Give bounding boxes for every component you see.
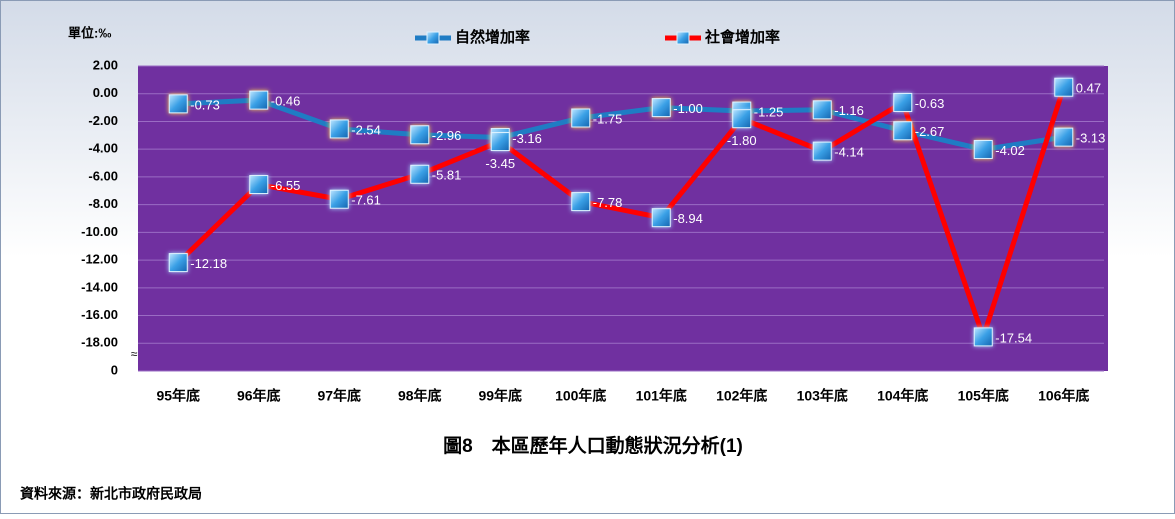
axis-mask bbox=[66, 361, 110, 383]
legend-label: 自然增加率 bbox=[455, 28, 530, 46]
data-label: -3.16 bbox=[512, 131, 542, 146]
data-label: -4.02 bbox=[995, 143, 1025, 158]
marker bbox=[973, 139, 993, 159]
lines bbox=[176, 86, 1067, 340]
y-tick-label: -8.00 bbox=[88, 196, 118, 211]
data-label: -1.00 bbox=[673, 101, 703, 116]
y-tick-label: -14.00 bbox=[81, 279, 118, 294]
marker bbox=[1054, 127, 1074, 147]
data-label: -1.75 bbox=[593, 111, 623, 126]
data-label: -0.46 bbox=[271, 94, 301, 109]
marker bbox=[973, 327, 993, 347]
data-label: -2.54 bbox=[351, 122, 381, 137]
data-label: -1.80 bbox=[727, 133, 757, 148]
data-label: -1.16 bbox=[834, 103, 864, 118]
y-tick-label: -12.00 bbox=[81, 252, 118, 267]
data-label: -17.54 bbox=[995, 330, 1032, 345]
x-tick-label: 98年底 bbox=[398, 388, 442, 404]
marker bbox=[329, 189, 349, 209]
data-label: -1.25 bbox=[754, 104, 784, 119]
marker bbox=[893, 121, 913, 141]
x-tick-label: 95年底 bbox=[156, 388, 200, 404]
marker bbox=[812, 141, 832, 161]
axis-break: ≈ bbox=[131, 347, 138, 361]
x-tick-label: 100年底 bbox=[555, 388, 606, 404]
marker bbox=[812, 100, 832, 120]
x-tick-label: 97年底 bbox=[317, 388, 361, 404]
y-tick-label: -2.00 bbox=[88, 113, 118, 128]
marker bbox=[410, 125, 430, 145]
data-label: -2.96 bbox=[432, 128, 462, 143]
x-tick-label: 99年底 bbox=[478, 388, 522, 404]
data-label: -2.67 bbox=[915, 124, 945, 139]
y-tick-label: -18.00 bbox=[81, 335, 118, 350]
markers bbox=[168, 77, 1074, 347]
marker bbox=[249, 90, 269, 110]
x-tick-label: 103年底 bbox=[797, 388, 848, 404]
marker bbox=[732, 109, 752, 129]
data-label: -8.94 bbox=[673, 211, 703, 226]
marker bbox=[490, 132, 510, 152]
marker bbox=[1054, 77, 1074, 97]
marker bbox=[249, 175, 269, 195]
y-tick-label: -16.00 bbox=[81, 307, 118, 322]
data-label: -7.61 bbox=[351, 193, 381, 208]
chart-title: 圖8 本區歷年人口動態狀況分析(1) bbox=[443, 434, 743, 457]
marker bbox=[571, 192, 591, 212]
y-tick-label: -6.00 bbox=[88, 168, 118, 183]
data-label: 0.47 bbox=[1076, 81, 1101, 96]
data-label: -3.13 bbox=[1076, 131, 1106, 146]
data-label: -4.14 bbox=[834, 145, 864, 160]
legend-marker bbox=[426, 31, 440, 45]
marker bbox=[329, 119, 349, 139]
x-tick-label: 106年底 bbox=[1038, 388, 1089, 404]
marker bbox=[571, 108, 591, 128]
data-label: -12.18 bbox=[190, 256, 227, 271]
data-label: -5.81 bbox=[432, 168, 462, 183]
marker bbox=[168, 94, 188, 114]
grid bbox=[138, 65, 1104, 372]
x-tick-label: 105年底 bbox=[958, 388, 1009, 404]
data-label: -0.63 bbox=[915, 96, 945, 111]
legend-marker bbox=[676, 31, 690, 45]
x-tick-label: 104年底 bbox=[877, 388, 928, 404]
y-tick-label: -10.00 bbox=[81, 224, 118, 239]
y-tick-label: 0 bbox=[111, 362, 118, 377]
data-label: -7.78 bbox=[593, 195, 623, 210]
marker bbox=[651, 98, 671, 118]
marker bbox=[893, 92, 913, 112]
x-tick-label: 101年底 bbox=[636, 388, 687, 404]
x-tick-label: 102年底 bbox=[716, 388, 767, 404]
series-line bbox=[176, 86, 1067, 340]
marker bbox=[168, 253, 188, 273]
y-tick-label: 2.00 bbox=[93, 57, 118, 72]
x-tick-label: 96年底 bbox=[237, 388, 281, 404]
data-label: -6.55 bbox=[271, 178, 301, 193]
legend-label: 社會增加率 bbox=[704, 28, 780, 46]
unit-label: 單位:‰ bbox=[68, 25, 111, 40]
marker bbox=[651, 208, 671, 228]
data-label: -0.73 bbox=[190, 97, 220, 112]
data-label: -3.45 bbox=[485, 156, 515, 171]
marker bbox=[410, 164, 430, 184]
y-tick-label: 0.00 bbox=[93, 85, 118, 100]
y-tick-label: -4.00 bbox=[88, 141, 118, 156]
source: 資料來源：新北市政府民政局 bbox=[20, 486, 202, 502]
